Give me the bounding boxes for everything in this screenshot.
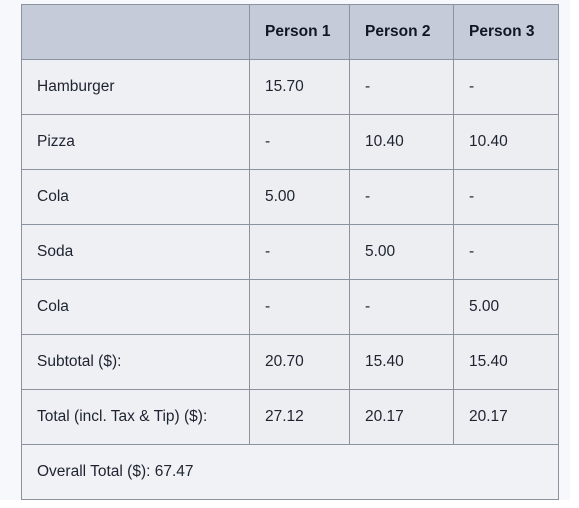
person-3-amount: 10.40 [453, 114, 559, 170]
person-3-subtotal: 15.40 [453, 334, 559, 390]
item-label: Soda [21, 224, 250, 280]
person-3-amount: - [453, 224, 559, 280]
person-1-amount: - [249, 114, 350, 170]
header-person-3: Person 3 [453, 4, 559, 60]
header-person-1: Person 1 [249, 4, 350, 60]
person-2-amount: - [349, 169, 454, 225]
table-row: Pizza - 10.40 10.40 [21, 114, 559, 170]
subtotal-label: Subtotal ($): [21, 334, 250, 390]
table-row: Soda - 5.00 - [21, 224, 559, 280]
person-1-amount: - [249, 224, 350, 280]
item-label: Cola [21, 169, 250, 225]
header-person-2: Person 2 [349, 4, 454, 60]
bill-split-table: Person 1 Person 2 Person 3 Hamburger 15.… [21, 4, 559, 500]
person-1-total: 27.12 [249, 389, 350, 445]
overall-total-row: Overall Total ($): 67.47 [21, 444, 559, 500]
person-2-amount: - [349, 59, 454, 115]
table-row: Hamburger 15.70 - - [21, 59, 559, 115]
subtotal-row: Subtotal ($): 20.70 15.40 15.40 [21, 334, 559, 390]
person-2-amount: - [349, 279, 454, 335]
person-3-amount: - [453, 59, 559, 115]
overall-total: Overall Total ($): 67.47 [21, 444, 559, 500]
item-label: Hamburger [21, 59, 250, 115]
table-row: Cola 5.00 - - [21, 169, 559, 225]
person-2-subtotal: 15.40 [349, 334, 454, 390]
total-row: Total (incl. Tax & Tip) ($): 27.12 20.17… [21, 389, 559, 445]
person-2-amount: 10.40 [349, 114, 454, 170]
person-1-subtotal: 20.70 [249, 334, 350, 390]
person-3-amount: 5.00 [453, 279, 559, 335]
item-label: Cola [21, 279, 250, 335]
person-1-amount: - [249, 279, 350, 335]
person-3-total: 20.17 [453, 389, 559, 445]
person-2-total: 20.17 [349, 389, 454, 445]
header-row: Person 1 Person 2 Person 3 [21, 4, 559, 60]
total-label: Total (incl. Tax & Tip) ($): [21, 389, 250, 445]
table-row: Cola - - 5.00 [21, 279, 559, 335]
person-1-amount: 15.70 [249, 59, 350, 115]
item-label: Pizza [21, 114, 250, 170]
person-3-amount: - [453, 169, 559, 225]
person-1-amount: 5.00 [249, 169, 350, 225]
person-2-amount: 5.00 [349, 224, 454, 280]
header-corner-cell [21, 4, 250, 60]
